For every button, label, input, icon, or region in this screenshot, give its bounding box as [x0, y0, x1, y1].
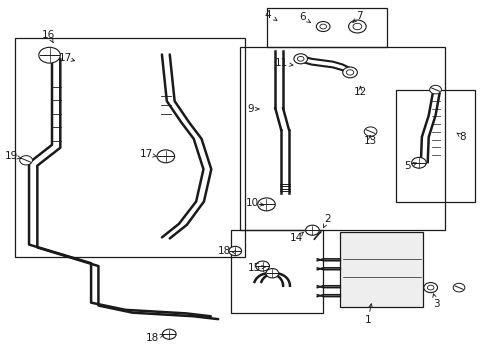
Text: 19: 19 [5, 150, 18, 161]
Bar [267, 8, 387, 47]
Circle shape [162, 329, 176, 339]
Text: 8: 8 [459, 132, 466, 142]
Circle shape [353, 23, 362, 30]
Text: 4: 4 [265, 10, 271, 20]
Bar [15, 39, 245, 257]
Circle shape [306, 225, 319, 235]
Circle shape [430, 85, 441, 94]
Circle shape [317, 22, 330, 32]
Text: 3: 3 [433, 299, 440, 309]
Circle shape [266, 269, 279, 278]
Circle shape [346, 70, 354, 75]
Circle shape [348, 20, 366, 33]
Text: 15: 15 [248, 263, 261, 273]
Circle shape [229, 246, 242, 256]
Text: 7: 7 [357, 11, 363, 21]
Circle shape [20, 156, 32, 165]
Text: 12: 12 [354, 87, 367, 97]
Text: 17: 17 [59, 53, 73, 63]
Text: 5: 5 [404, 161, 411, 171]
Circle shape [256, 261, 270, 271]
Bar [396, 90, 475, 202]
Circle shape [412, 157, 426, 168]
Text: 18: 18 [146, 333, 159, 343]
Text: 1: 1 [365, 315, 371, 325]
Text: 18: 18 [218, 246, 231, 256]
Bar [231, 230, 323, 313]
Text: 16: 16 [42, 30, 55, 40]
Circle shape [453, 283, 465, 292]
Circle shape [157, 150, 174, 163]
Circle shape [424, 283, 438, 293]
Circle shape [343, 67, 357, 78]
Bar [340, 232, 423, 307]
Text: 6: 6 [299, 12, 305, 22]
Circle shape [320, 24, 326, 29]
Bar [240, 47, 445, 230]
Circle shape [427, 285, 434, 290]
Text: 14: 14 [290, 233, 303, 243]
Circle shape [364, 127, 377, 136]
Text: 17: 17 [140, 149, 153, 159]
Text: 9: 9 [247, 104, 254, 114]
Text: 11: 11 [275, 58, 288, 68]
Text: 10: 10 [246, 198, 259, 208]
Circle shape [294, 54, 308, 64]
Text: 13: 13 [364, 136, 377, 146]
Text: 2: 2 [324, 215, 330, 224]
Circle shape [297, 57, 304, 61]
Circle shape [39, 47, 60, 63]
Circle shape [258, 198, 275, 211]
